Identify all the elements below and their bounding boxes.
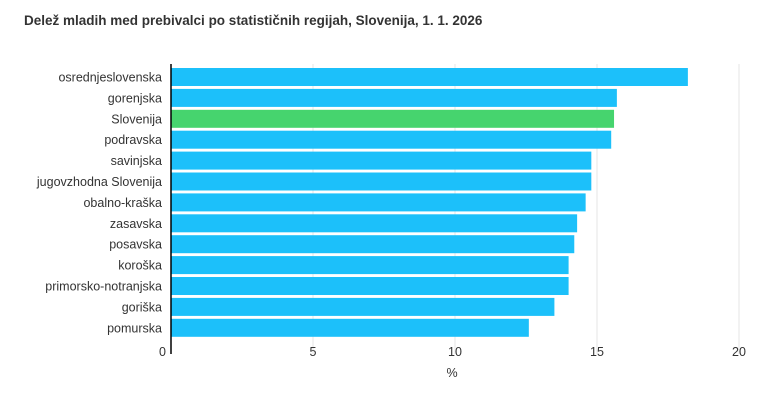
- bar-5: [171, 151, 592, 170]
- chart-title: Delež mladih med prebivalci po statistič…: [24, 13, 483, 28]
- bar-4: [171, 130, 612, 149]
- bar-13: [171, 318, 529, 337]
- bar-6: [171, 172, 592, 191]
- category-label: jugovzhodna Slovenija: [36, 175, 162, 189]
- category-label: goriška: [122, 300, 162, 314]
- category-label: osrednjeslovenska: [58, 71, 162, 85]
- x-tick-label: 5: [310, 345, 317, 359]
- category-label: Slovenija: [111, 112, 162, 126]
- category-label: primorsko-notranjska: [45, 280, 162, 294]
- bar-2: [171, 88, 617, 107]
- bar-8: [171, 214, 578, 233]
- category-label: obalno-kraška: [83, 196, 162, 210]
- x-tick-label: 15: [590, 345, 604, 359]
- x-tick-label: 20: [732, 345, 746, 359]
- category-label: pomurska: [107, 321, 162, 335]
- bar-12: [171, 297, 555, 316]
- category-label: savinjska: [111, 154, 162, 168]
- x-tick-label: 0: [159, 345, 166, 359]
- category-label: zasavska: [110, 217, 162, 231]
- bar-1: [171, 68, 688, 86]
- bar-9: [171, 235, 575, 254]
- bar-11: [171, 277, 569, 295]
- bar-10: [171, 256, 569, 275]
- bar-7: [171, 193, 586, 212]
- category-label: podravska: [104, 133, 162, 147]
- category-label: koroška: [118, 259, 162, 273]
- x-axis-title: %: [446, 366, 457, 380]
- category-label: posavska: [109, 238, 162, 252]
- bar-3: [171, 109, 615, 128]
- x-tick-label: 10: [448, 345, 462, 359]
- category-label: gorenjska: [108, 91, 162, 105]
